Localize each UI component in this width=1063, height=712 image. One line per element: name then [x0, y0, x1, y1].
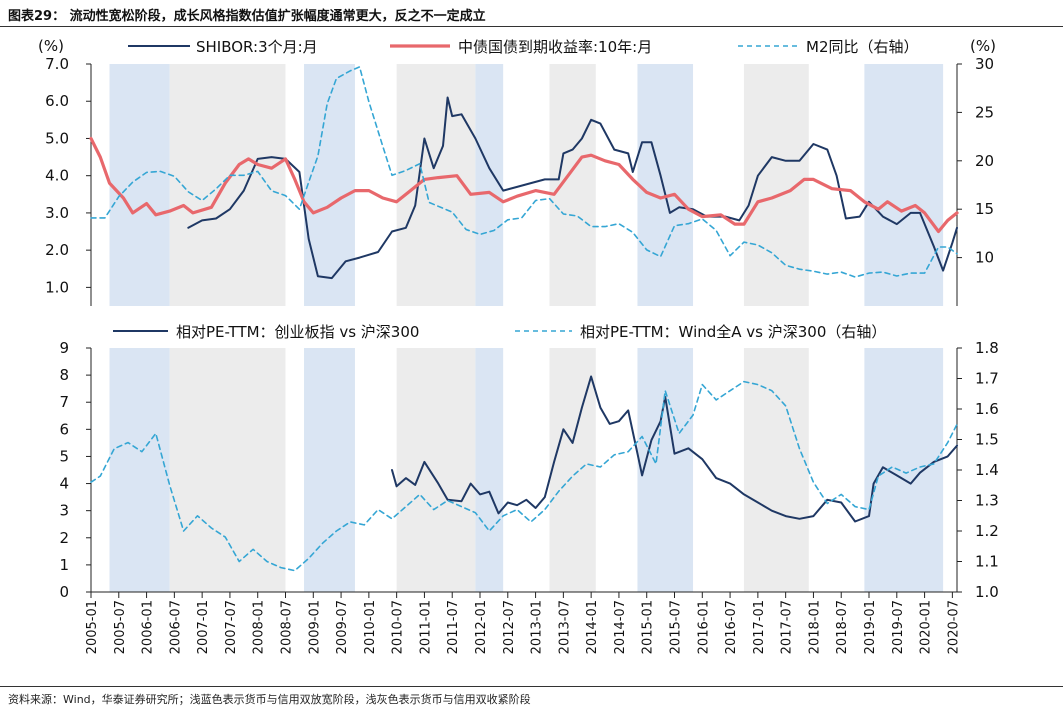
right-tick-label: 1.6 [975, 400, 999, 418]
x-tick-label: 2018-07 [835, 600, 850, 654]
left-tick-label: 4 [59, 475, 69, 493]
x-tick-label: 2011-01 [418, 600, 433, 654]
right-tick-label: 1.1 [975, 553, 999, 571]
figure-title: 图表29： 流动性宽松阶段，成长风格指数估值扩张幅度通常更大，反之不一定成立 [8, 9, 486, 24]
x-tick-label: 2019-07 [891, 600, 906, 654]
left-tick-label: 1.0 [45, 278, 69, 296]
x-tick-label: 2008-07 [280, 600, 295, 654]
x-tick-label: 2014-07 [613, 600, 628, 654]
series-line-0-0 [187, 96, 958, 280]
right-tick-label: 1.5 [975, 431, 999, 449]
x-tick-label: 2017-07 [780, 600, 795, 654]
left-tick-label: 6.0 [45, 92, 69, 110]
x-tick-label: 2013-01 [530, 600, 545, 654]
shaded-period-blue-0-8 [864, 64, 944, 306]
title-rule [0, 26, 1063, 27]
source-note: 资料来源：Wind，华泰证券研究所；浅蓝色表示货币与信用双放宽阶段，浅灰色表示货… [8, 693, 531, 706]
left-tick-label: 0 [59, 583, 69, 601]
right-tick-label: 30 [975, 55, 994, 73]
left-tick-label: 3 [59, 502, 69, 520]
shaded-period-blue-1-6 [637, 348, 694, 592]
x-tick-label: 2017-01 [752, 600, 767, 654]
x-tick-label: 2015-01 [641, 600, 656, 654]
x-tick-label: 2006-01 [141, 600, 156, 654]
x-tick-label: 2012-01 [474, 600, 489, 654]
x-tick-label: 2006-07 [168, 600, 183, 654]
left-tick-label: 3.0 [45, 204, 69, 222]
x-tick-label: 2016-07 [724, 600, 739, 654]
x-tick-label: 2019-01 [863, 600, 878, 654]
left-tick-label: 2 [59, 529, 69, 547]
legend-label-0-2: M2同比（右轴） [806, 38, 919, 56]
series-line-1-1 [90, 380, 958, 572]
x-tick-label: 2007-07 [224, 600, 239, 654]
x-tick-label: 2011-07 [446, 600, 461, 654]
left-tick-label: 7.0 [45, 55, 69, 73]
series-line-1-0 [391, 375, 958, 523]
legend-label-1-1: 相对PE-TTM：Wind全A vs 沪深300（右轴） [580, 323, 886, 341]
right-tick-label: 20 [975, 152, 994, 170]
right-tick-label: 1.0 [975, 583, 999, 601]
shaded-period-gray-1-7 [743, 348, 809, 592]
x-tick-label: 2008-01 [252, 600, 267, 654]
left-tick-label: 7 [59, 393, 69, 411]
shaded-period-gray-0-1 [169, 64, 286, 306]
x-tick-label: 2009-07 [335, 600, 350, 654]
legend-label-1-0: 相对PE-TTM：创业板指 vs 沪深300 [176, 323, 419, 341]
left-tick-label: 5 [59, 447, 69, 465]
legend-label-0-1: 中债国债到期收益率:10年:月 [458, 38, 652, 56]
right-axis-unit: (%) [970, 37, 996, 55]
left-axis-unit: (%) [38, 37, 64, 55]
left-tick-label: 5.0 [45, 129, 69, 147]
left-tick-label: 8 [59, 366, 69, 384]
right-tick-label: 25 [975, 103, 994, 121]
left-tick-label: 2.0 [45, 241, 69, 259]
right-tick-label: 1.4 [975, 461, 999, 479]
shaded-period-blue-1-2 [304, 348, 355, 592]
right-tick-label: 1.3 [975, 492, 999, 510]
shaded-period-blue-1-0 [109, 348, 170, 592]
right-tick-label: 1.7 [975, 370, 999, 388]
x-tick-label: 2013-07 [557, 600, 572, 654]
left-tick-label: 9 [59, 339, 69, 357]
x-tick-label: 2005-07 [113, 600, 128, 654]
x-tick-label: 2010-07 [391, 600, 406, 654]
shaded-period-blue-1-8 [864, 348, 944, 592]
shaded-period-blue-0-0 [109, 64, 170, 306]
x-tick-label: 2018-01 [807, 600, 822, 654]
x-tick-label: 2009-01 [307, 600, 322, 654]
left-tick-label: 1 [59, 556, 69, 574]
left-tick-label: 6 [59, 420, 69, 438]
x-tick-label: 2020-07 [946, 600, 961, 654]
x-tick-label: 2005-01 [85, 600, 100, 654]
x-tick-label: 2016-01 [696, 600, 711, 654]
x-tick-label: 2014-01 [585, 600, 600, 654]
shaded-period-gray-0-5 [549, 64, 596, 306]
x-tick-label: 2007-01 [196, 600, 211, 654]
series-line-0-1 [89, 136, 959, 234]
shaded-period-blue-0-6 [637, 64, 694, 306]
shaded-period-gray-1-1 [169, 348, 286, 592]
x-tick-label: 2010-01 [363, 600, 378, 654]
x-tick-label: 2015-07 [669, 600, 684, 654]
shaded-period-blue-1-4 [475, 348, 504, 592]
left-tick-label: 4.0 [45, 167, 69, 185]
right-tick-label: 1.2 [975, 522, 999, 540]
series-line-0-2 [90, 66, 958, 278]
shaded-period-gray-1-3 [396, 348, 476, 592]
legend-label-0-0: SHIBOR:3个月:月 [196, 38, 318, 56]
right-tick-label: 15 [975, 200, 994, 218]
x-tick-label: 2012-07 [502, 600, 517, 654]
source-rule [0, 686, 1063, 687]
right-tick-label: 10 [975, 249, 994, 267]
shaded-period-blue-0-2 [304, 64, 355, 306]
right-tick-label: 1.8 [975, 339, 999, 357]
x-tick-label: 2020-01 [919, 600, 934, 654]
shaded-period-blue-0-4 [475, 64, 504, 306]
